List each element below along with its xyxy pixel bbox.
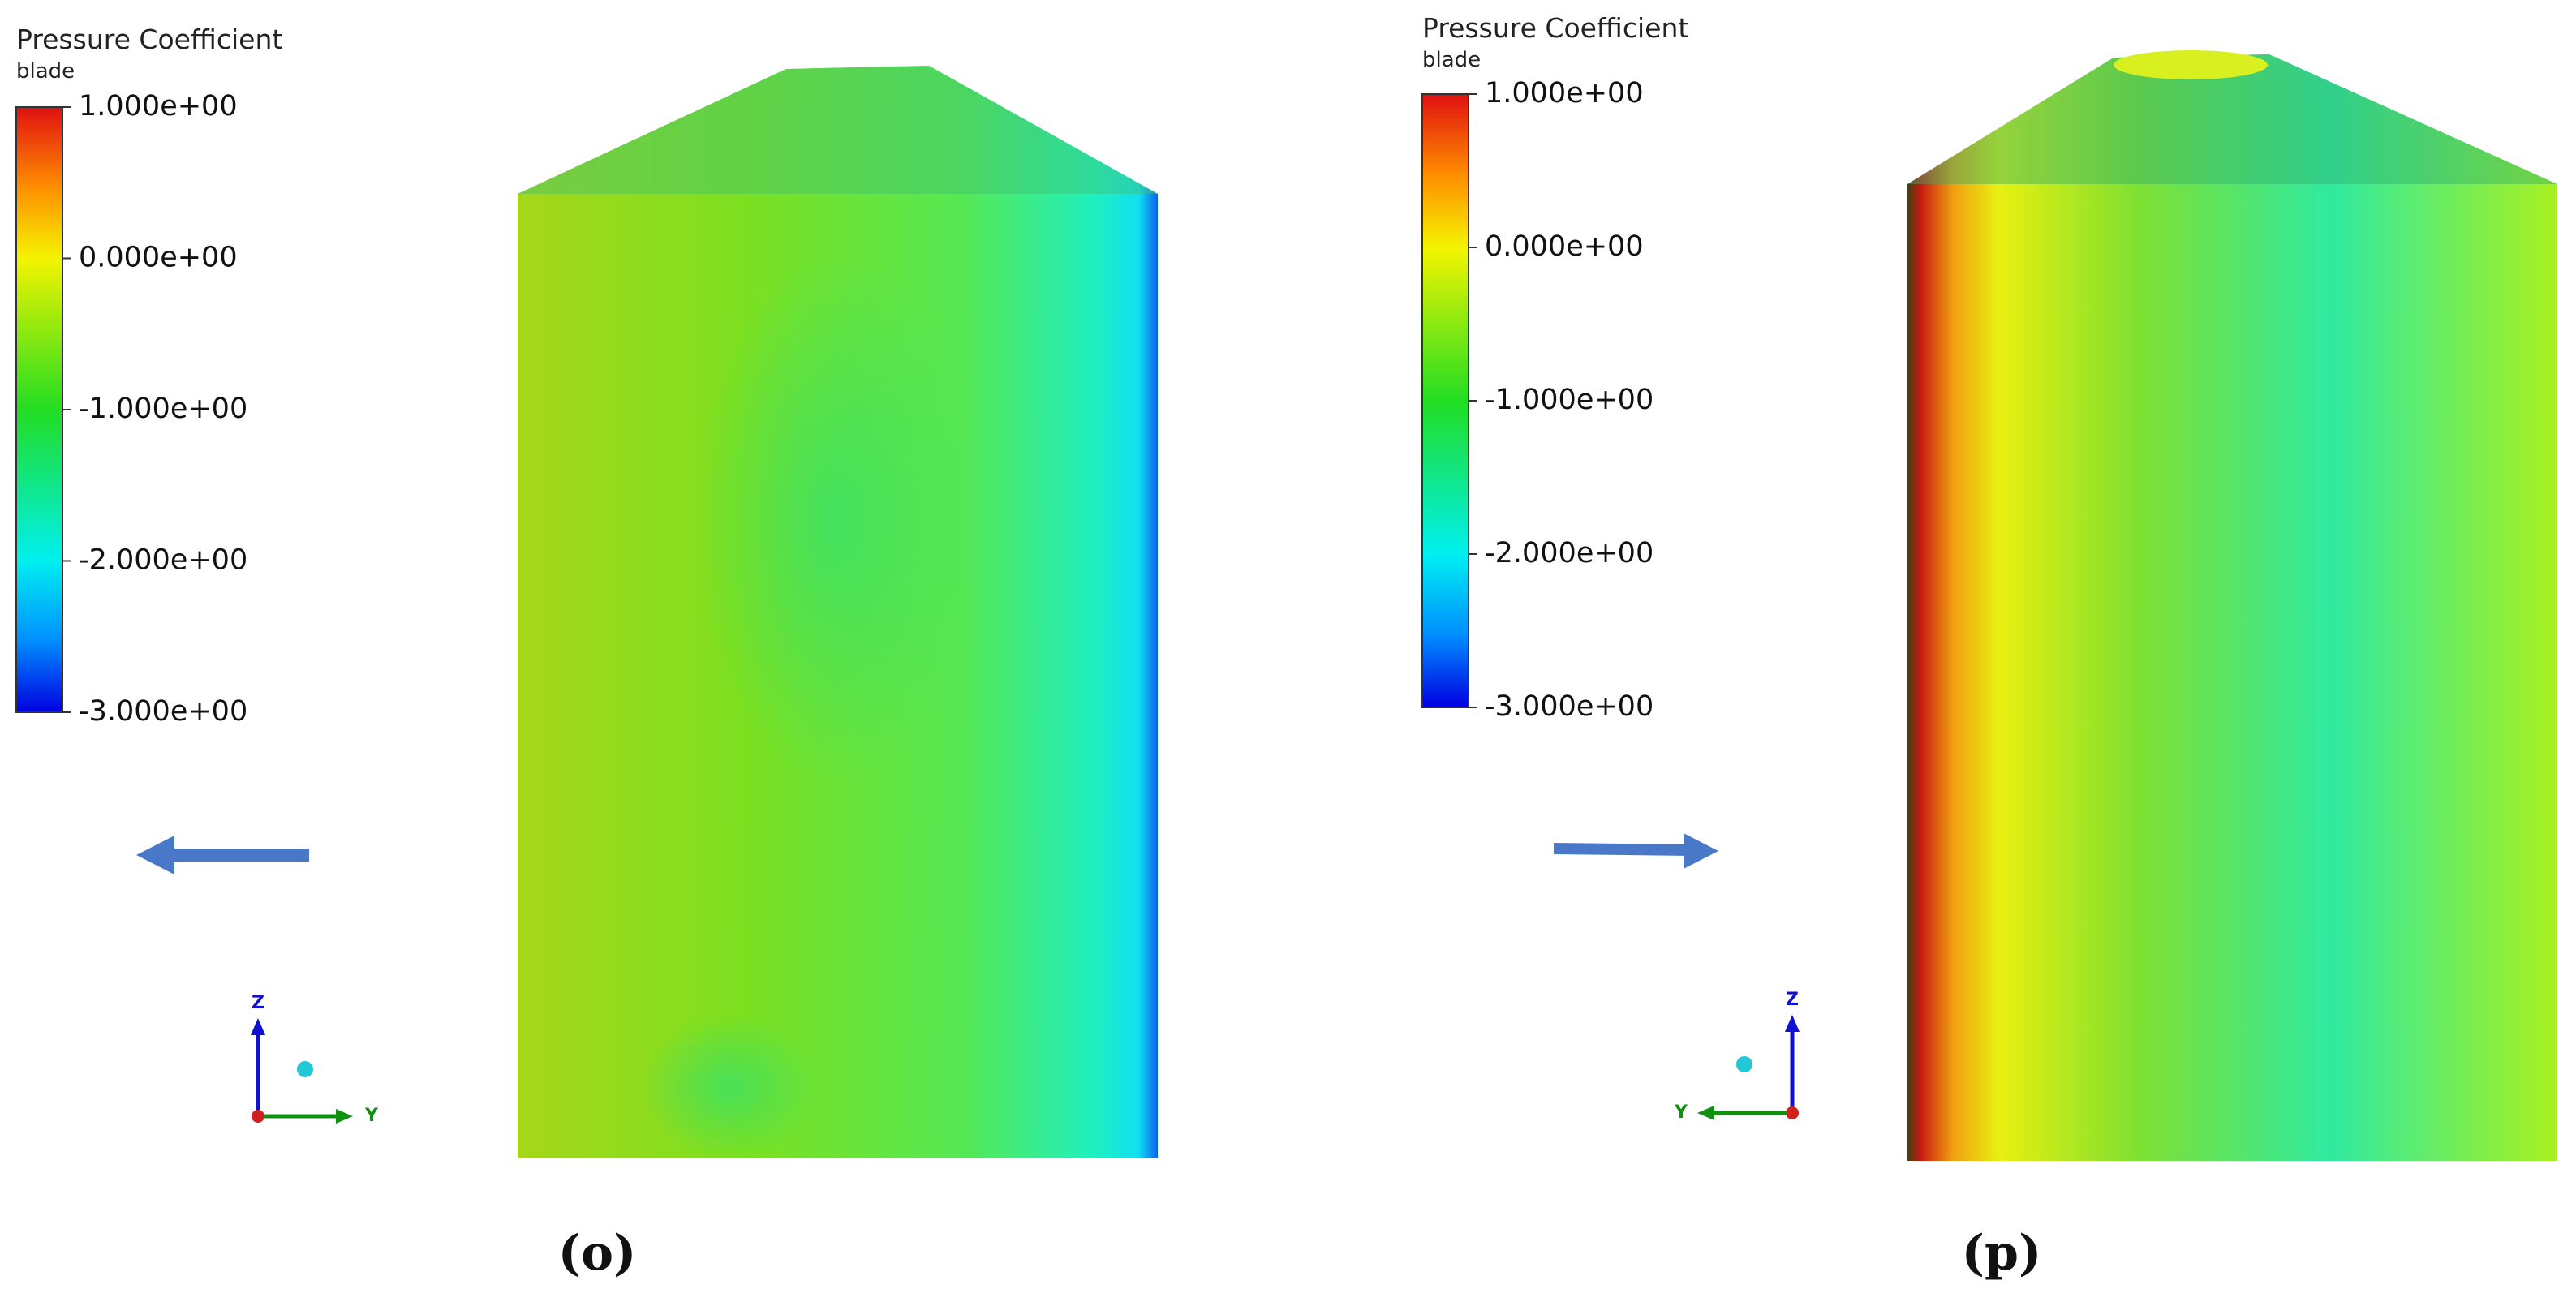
flow-arrow — [1553, 843, 1692, 856]
tick-label: -1.000e+00 — [1485, 384, 1654, 416]
tick-label: -1.000e+00 — [79, 393, 247, 425]
panel: Pressure Coefficient blade Z Y (p) 1.000… — [1421, 12, 2557, 1282]
axis-y-head — [336, 1109, 353, 1124]
colorbar — [15, 106, 63, 713]
flow-region — [698, 251, 974, 787]
axis-z-head — [1785, 1015, 1800, 1032]
axis-origin — [252, 1110, 264, 1123]
axis-y-head — [1697, 1106, 1714, 1120]
axis-z-head — [251, 1018, 265, 1035]
blade-top — [1907, 54, 2557, 184]
blade-top — [518, 66, 1158, 194]
legend-title: Pressure Coefficient — [16, 24, 282, 55]
axis-z-label: Z — [1786, 990, 1799, 1010]
flow-arrow-head — [136, 836, 174, 874]
tick-label: -3.000e+00 — [79, 695, 247, 728]
blade-surface — [1907, 54, 2557, 1161]
caption: (o) — [558, 1225, 637, 1282]
axis-z-label: Z — [252, 993, 264, 1013]
tick-label: -3.000e+00 — [1485, 690, 1654, 723]
legend-title: Pressure Coefficient — [1422, 12, 1688, 44]
tick-label: 1.000e+00 — [1485, 77, 1644, 110]
colorbar — [1421, 93, 1469, 708]
blade-tip — [2114, 50, 2268, 79]
tick-label: -2.000e+00 — [79, 544, 247, 577]
flow-region — [641, 1014, 819, 1160]
view-marker — [297, 1061, 313, 1077]
flow-arrow-head — [1684, 833, 1718, 869]
tick-label: 1.000e+00 — [79, 90, 238, 122]
legend-subtitle: blade — [1422, 48, 1481, 72]
axis-origin — [1786, 1106, 1799, 1119]
view-marker — [1736, 1056, 1752, 1072]
axis-y-label: Y — [1674, 1102, 1688, 1123]
axis-y-label: Y — [364, 1106, 379, 1126]
panel: Pressure Coefficient blade Z Y (o) 1.000… — [15, 24, 1158, 1282]
tick-label: 0.000e+00 — [1485, 230, 1644, 263]
tick-label: 0.000e+00 — [79, 242, 238, 274]
caption: (p) — [1962, 1225, 2042, 1282]
legend-subtitle: blade — [16, 59, 75, 84]
tick-label: -2.000e+00 — [1485, 537, 1654, 569]
